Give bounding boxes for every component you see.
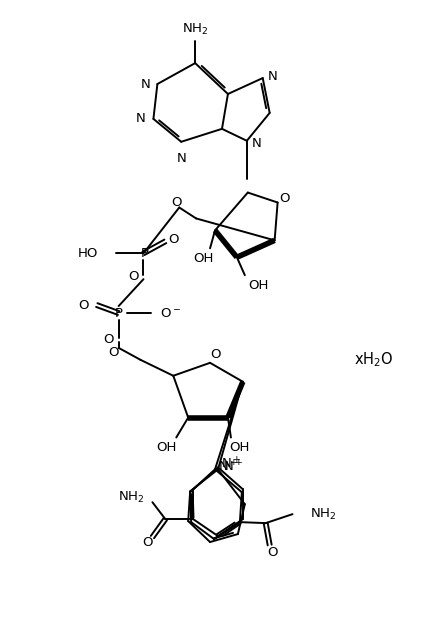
Text: O: O <box>279 192 290 205</box>
Text: O$^-$: O$^-$ <box>160 307 181 319</box>
Text: OH: OH <box>249 278 269 292</box>
Text: N$^+$: N$^+$ <box>223 460 243 475</box>
Text: P: P <box>114 307 123 319</box>
Text: N: N <box>252 137 261 150</box>
Text: HO: HO <box>77 247 98 260</box>
Text: NH$_2$: NH$_2$ <box>310 507 337 522</box>
Text: N: N <box>268 70 277 83</box>
Text: N: N <box>177 152 186 164</box>
Text: N: N <box>136 113 146 125</box>
Text: O: O <box>78 299 89 312</box>
Text: O: O <box>104 333 114 346</box>
Text: O: O <box>171 196 181 209</box>
Text: O: O <box>210 348 220 362</box>
Text: xH$_2$O: xH$_2$O <box>354 351 394 369</box>
Text: OH: OH <box>230 441 250 454</box>
Text: O: O <box>267 547 278 559</box>
Text: O: O <box>108 346 119 359</box>
Text: OH: OH <box>193 252 213 265</box>
Text: O: O <box>168 233 179 246</box>
Text: O: O <box>128 269 139 283</box>
Text: N$^+$: N$^+$ <box>218 460 239 475</box>
Text: N$^+$: N$^+$ <box>221 457 242 472</box>
Text: NH$_2$: NH$_2$ <box>182 22 208 37</box>
Text: OH: OH <box>156 441 177 454</box>
Text: O: O <box>142 536 153 548</box>
Text: N: N <box>141 77 150 90</box>
Text: NH$_2$: NH$_2$ <box>118 490 145 505</box>
Text: P: P <box>140 247 149 260</box>
